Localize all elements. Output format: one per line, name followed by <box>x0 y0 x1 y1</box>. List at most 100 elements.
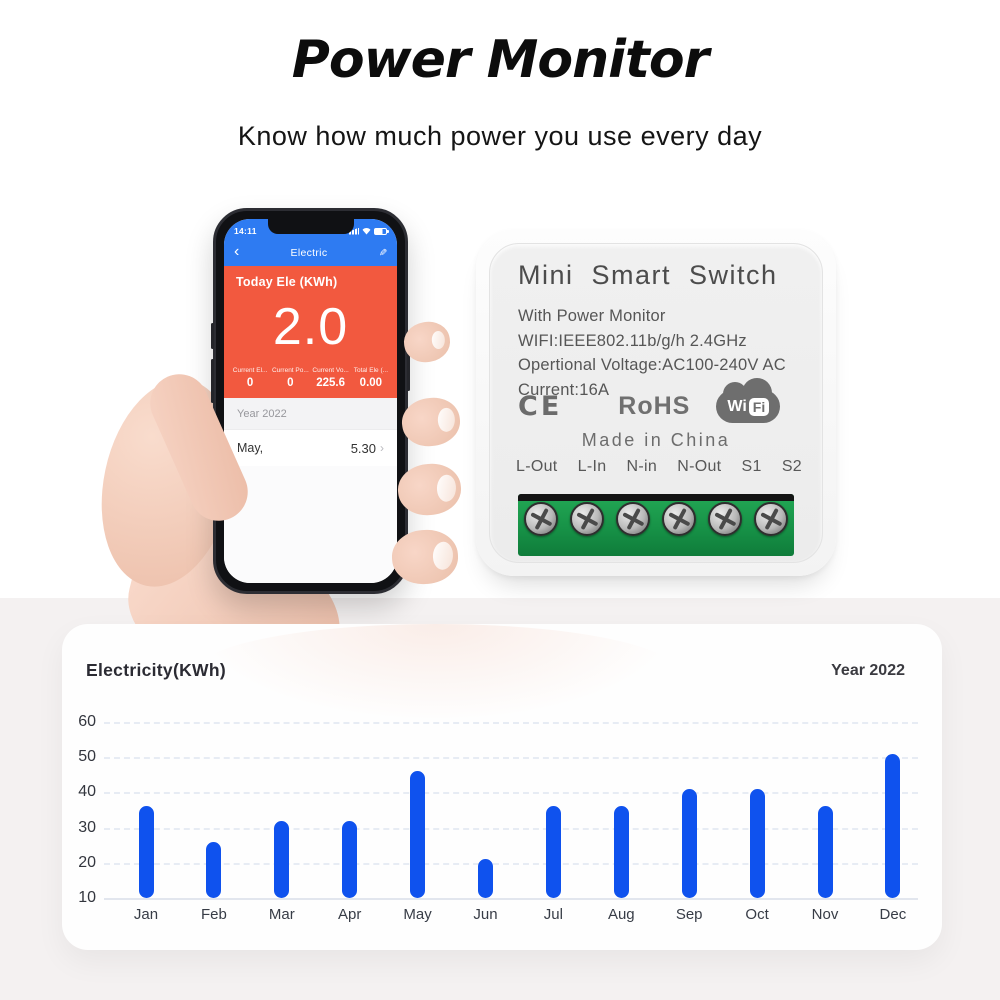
today-energy-label: Today Ele (KWh) <box>236 275 338 289</box>
bar-nov <box>817 806 833 898</box>
gridline-30 <box>104 827 918 830</box>
chevron-right-icon: › <box>380 441 384 455</box>
status-time: 14:11 <box>234 226 257 236</box>
wifi-logo-fi: Fi <box>748 397 770 416</box>
terminal-label: L-Out <box>516 458 558 475</box>
today-energy-panel: Today Ele (KWh) 2.0 Current El... 0 Curren… <box>224 266 397 398</box>
x-tick-label: Mar <box>268 906 295 923</box>
switch-face: Mini Smart Switch With Power Monitor WIFI… <box>489 243 823 563</box>
bar-oct <box>749 788 765 898</box>
x-tick-label: Jul <box>543 906 563 923</box>
page-subtitle: Know how much power you use every day <box>237 121 763 151</box>
stat-label: Current El... <box>232 367 268 374</box>
switch-spec-line: Current:16A <box>518 380 610 399</box>
stat-value: 0.00 <box>359 377 383 389</box>
edit-icon[interactable]: ✎ <box>378 247 387 259</box>
certification-row: CE RoHS Wi Fi <box>518 378 794 423</box>
fingernail <box>432 541 454 571</box>
x-tick-label: Jan <box>133 906 159 923</box>
x-tick-label: Aug <box>607 906 635 923</box>
stat-2: Current Vo... 225.6 <box>311 367 351 389</box>
x-tick-label: Jun <box>473 906 498 923</box>
switch-spec-line: WIFI:IEEE802.11b/g/h 2.4GHz <box>518 331 747 350</box>
terminal-label: N-in <box>626 458 658 475</box>
app-nav-title: Electric <box>290 247 328 259</box>
fingernail <box>431 330 446 350</box>
bar-chart: 60 50 40 30 20 10 Jan Feb Mar Apr May Jun Jul Aug Sep O… <box>62 624 942 950</box>
y-tick-label: 40 <box>78 783 96 801</box>
x-tick-label: Feb <box>200 906 227 923</box>
x-tick-label: Nov <box>811 906 839 923</box>
stat-value: 0 <box>287 377 294 389</box>
ce-mark-icon: CE <box>518 391 563 422</box>
stat-label: Total Ele (... <box>353 367 389 374</box>
rohs-label: RoHS <box>618 392 691 420</box>
stat-value: 0 <box>246 377 254 389</box>
bar-sep <box>681 788 697 898</box>
wifi-logo-wi: Wi <box>727 397 747 415</box>
wifi-icon <box>362 227 371 235</box>
terminal-label: S1 <box>741 458 762 475</box>
terminal-screw <box>570 502 604 536</box>
screen-empty-area <box>224 466 397 583</box>
terminal-screw <box>708 502 742 536</box>
month-row[interactable]: May, 5.30 › <box>224 430 397 466</box>
made-in-label: Made in China <box>581 430 731 450</box>
gridline-40 <box>104 792 918 795</box>
stat-1: Current Po... 0 <box>270 367 310 389</box>
live-stats-row: Current El... 0 Current Po... 0 Current Vo..… <box>224 367 397 398</box>
battery-icon <box>374 227 389 235</box>
gridline-50 <box>104 757 918 760</box>
x-tick-label: Dec <box>879 906 907 923</box>
switch-title: Mini Smart Switch <box>518 260 778 290</box>
stat-label: Current Vo... <box>312 367 349 374</box>
today-energy-value: 2.0 <box>272 298 349 356</box>
terminal-labels: L-Out L-In N-in N-Out S1 S2 <box>516 458 802 476</box>
switch-specs: With Power Monitor WIFI:IEEE802.11b/g/h 2… <box>518 304 786 402</box>
bar-apr <box>342 820 358 898</box>
month-row-value: 5.30 <box>350 440 376 456</box>
phone-power-button <box>407 339 410 391</box>
terminal-label: L-In <box>577 458 607 475</box>
x-tick-label: Sep <box>675 906 703 923</box>
terminal-label: S2 <box>781 458 802 475</box>
app-nav-bar: ‹ Electric ✎ <box>224 240 397 266</box>
chart-title: Electricity(KWh) <box>86 660 226 680</box>
terminal-block <box>518 494 794 556</box>
month-row-label: May, <box>237 441 264 455</box>
year-row: Year 2022 <box>224 398 397 430</box>
stat-value: 225.6 <box>316 377 346 389</box>
smart-switch-product: Mini Smart Switch With Power Monitor WIFI… <box>476 230 836 576</box>
bar-jan <box>138 806 154 898</box>
phone-screen: 14:11 ‹ Electric ✎ Today Ele (KWh) 2.0 C… <box>224 219 397 583</box>
y-tick-label: 60 <box>78 713 96 730</box>
terminal-screw <box>524 502 558 536</box>
signal-icon <box>349 227 359 235</box>
gridline-10 <box>104 898 918 900</box>
bar-dec <box>885 753 901 898</box>
stat-3: Total Ele (... 0.00 <box>351 367 391 389</box>
bar-feb <box>206 841 222 898</box>
terminal-label: N-Out <box>677 458 722 475</box>
back-icon[interactable]: ‹ <box>234 242 240 260</box>
terminal-screw <box>616 502 650 536</box>
wifi-logo-icon: Wi Fi <box>716 378 781 423</box>
electricity-chart-card: Electricity(KWh) Year 2022 60 50 40 30 20 10 J… <box>62 624 942 950</box>
chart-year-label: Year 2022 <box>831 662 905 679</box>
fingernail <box>436 473 457 502</box>
phone: 14:11 ‹ Electric ✎ Today Ele (KWh) 2.0 C… <box>211 208 410 594</box>
stat-0: Current El... 0 <box>230 367 270 389</box>
bar-jun <box>478 859 493 898</box>
y-tick-label: 50 <box>78 748 96 766</box>
year-row-label: Year 2022 <box>237 407 287 420</box>
phone-volume-button <box>211 323 214 349</box>
hand-fingertip <box>398 394 464 450</box>
y-tick-label: 30 <box>78 818 96 836</box>
page-title: Power Monitor <box>291 30 709 90</box>
x-tick-label: Apr <box>338 906 362 923</box>
status-icons <box>349 227 389 235</box>
phone-volume-button <box>211 359 214 403</box>
switch-spec-line: With Power Monitor <box>518 307 666 325</box>
gridline-60 <box>104 722 918 724</box>
